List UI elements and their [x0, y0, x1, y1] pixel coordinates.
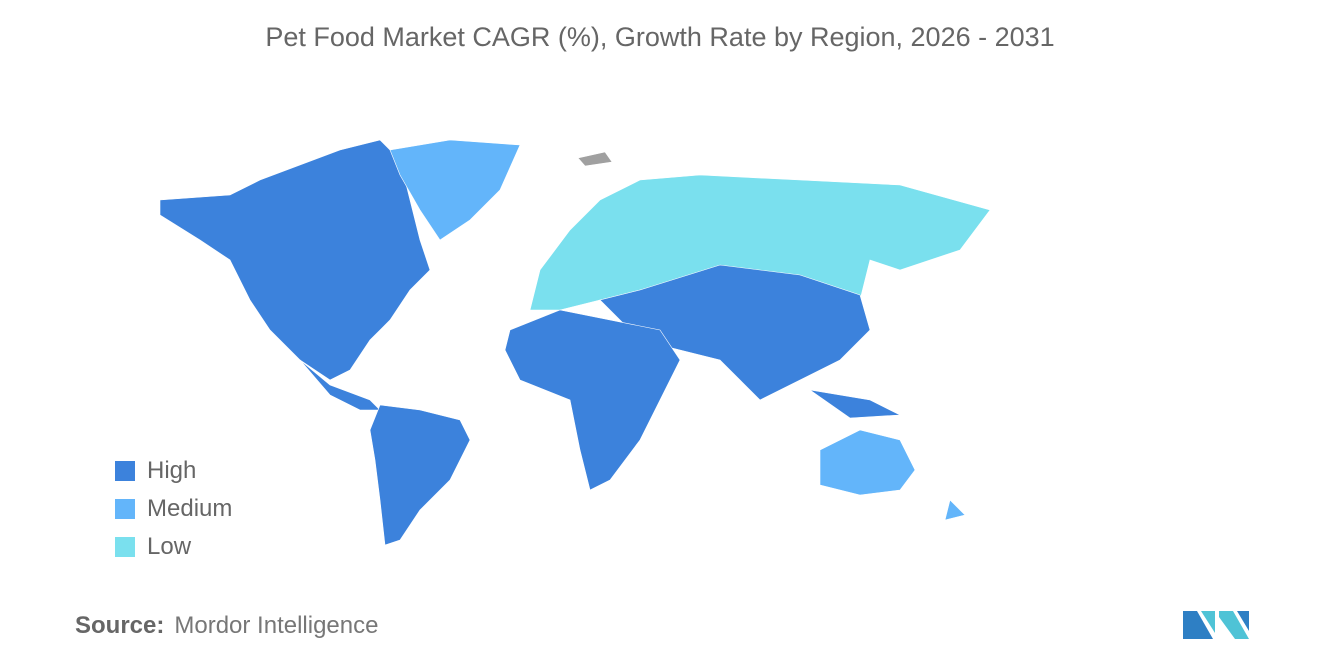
legend-swatch: [115, 461, 135, 481]
region-svalbard-no-data: [577, 151, 613, 167]
legend-label: High: [147, 457, 197, 484]
region-australia: [819, 429, 916, 496]
region-southeast-asia-islands: [809, 389, 902, 419]
region-new-zealand: [944, 499, 966, 521]
region-africa: [504, 309, 681, 491]
legend-item-medium: Medium: [115, 490, 232, 528]
legend-item-high: High: [115, 452, 232, 490]
legend-swatch: [115, 499, 135, 519]
mordor-intelligence-logo: [1183, 611, 1249, 639]
legend-swatch: [115, 537, 135, 557]
legend-item-low: Low: [115, 528, 232, 566]
region-south-america: [369, 404, 471, 546]
region-greenland: [389, 139, 521, 241]
source-note: Source: Mordor Intelligence: [75, 612, 378, 640]
source-label: Source:: [75, 612, 165, 639]
region-north-america: [159, 139, 431, 381]
chart-title: Pet Food Market CAGR (%), Growth Rate by…: [265, 22, 1055, 52]
legend: High Medium Low: [115, 452, 232, 566]
legend-label: Medium: [147, 495, 233, 522]
legend-label: Low: [147, 533, 192, 560]
source-value: Mordor Intelligence: [174, 612, 379, 639]
